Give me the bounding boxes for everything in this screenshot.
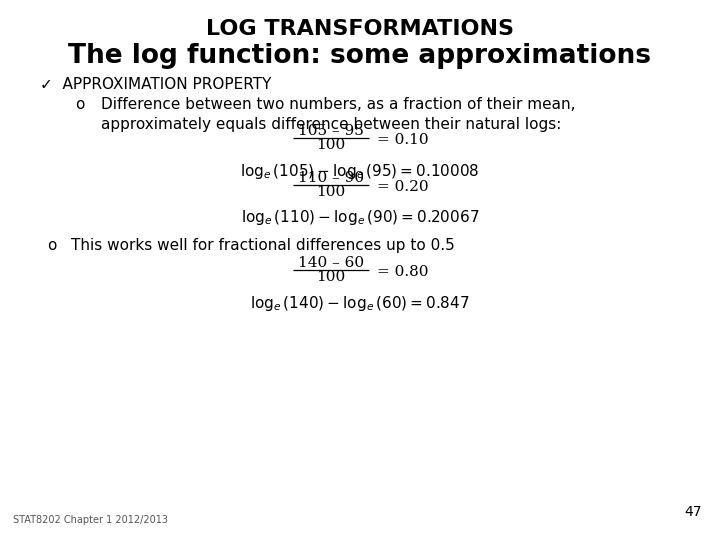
Text: 100: 100 [317,138,346,152]
Text: $\log_e(140) - \log_e(60) = 0.847$: $\log_e(140) - \log_e(60) = 0.847$ [251,294,469,313]
Text: = 0.80: = 0.80 [377,265,428,279]
Text: = 0.20: = 0.20 [377,180,429,194]
Text: STAT8202 Chapter 1 2012/2013: STAT8202 Chapter 1 2012/2013 [13,515,168,525]
Text: 47: 47 [685,505,702,519]
Text: This works well for fractional differences up to 0.5: This works well for fractional differenc… [71,238,454,253]
Text: 140 – 60: 140 – 60 [298,256,364,270]
Text: The log function: some approximations: The log function: some approximations [68,43,652,69]
Text: approximately equals difference between their natural logs:: approximately equals difference between … [101,117,561,132]
Text: = 0.10: = 0.10 [377,133,429,147]
Text: o: o [76,97,85,112]
Text: LOG TRANSFORMATIONS: LOG TRANSFORMATIONS [206,19,514,39]
Text: ✓  APPROXIMATION PROPERTY: ✓ APPROXIMATION PROPERTY [40,77,271,92]
Text: Difference between two numbers, as a fraction of their mean,: Difference between two numbers, as a fra… [101,97,575,112]
Text: $\log_e(110) - \log_e(90) = 0.20067$: $\log_e(110) - \log_e(90) = 0.20067$ [240,208,480,227]
Text: o: o [47,238,56,253]
Text: 100: 100 [317,270,346,284]
Text: 110 – 90: 110 – 90 [298,171,364,185]
Text: 100: 100 [317,185,346,199]
Text: 105 – 95: 105 – 95 [298,124,364,138]
Text: $\log_e(105) - \log_e(95) = 0.10008$: $\log_e(105) - \log_e(95) = 0.10008$ [240,162,480,181]
